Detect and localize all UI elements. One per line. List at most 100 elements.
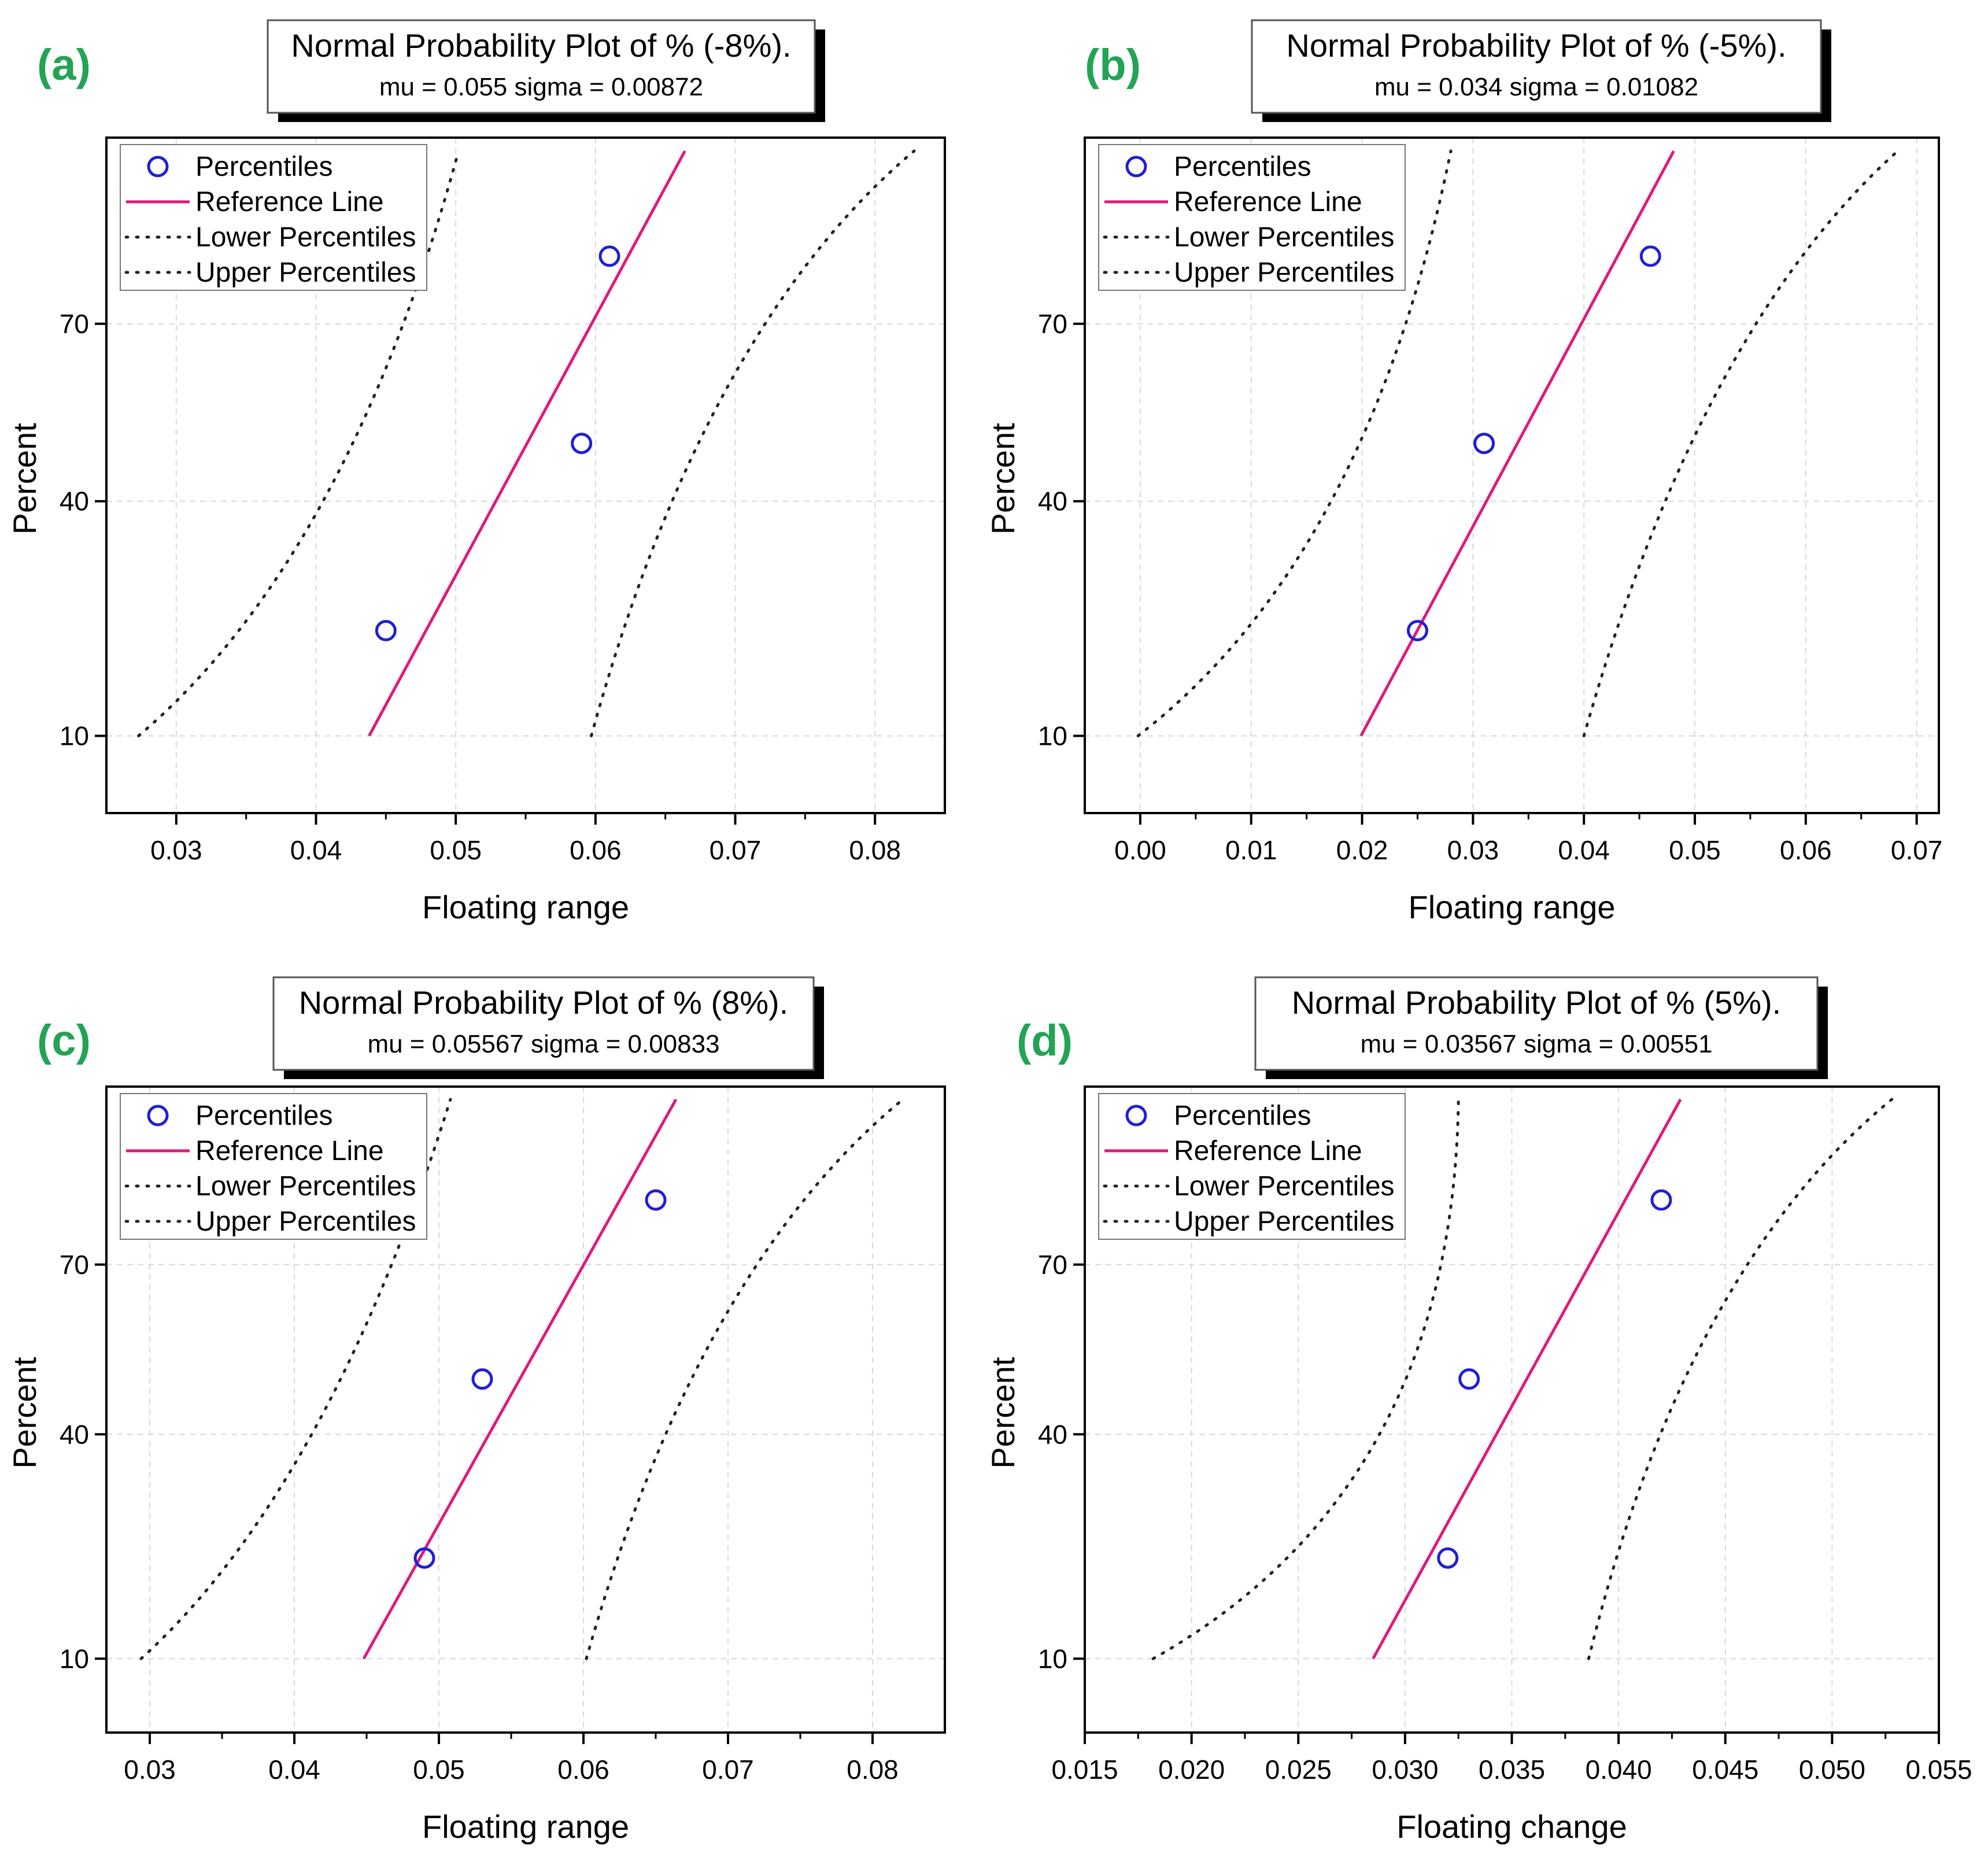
y-tick-label: 10 [1038, 1644, 1067, 1674]
legend-label: Lower Percentiles [1174, 1171, 1395, 1202]
x-tick-label: 0.050 [1799, 1755, 1865, 1785]
x-tick-label: 0.03 [150, 835, 202, 865]
x-tick-label: 0.015 [1051, 1755, 1118, 1785]
legend-marker-icon [147, 1105, 169, 1127]
percentile-point [1473, 433, 1495, 455]
lower-percentiles-line [1136, 149, 1453, 737]
chart-subtitle: mu = 0.05567 sigma = 0.00833 [367, 1030, 719, 1058]
x-axis-title: Floating range [422, 1808, 629, 1845]
legend-label: Upper Percentiles [1174, 257, 1395, 288]
y-axis-title: Percent [985, 1357, 1021, 1468]
legend-label: Reference Line [195, 187, 384, 217]
y-axis-title: Percent [985, 423, 1021, 534]
x-tick-label: 0.07 [1891, 835, 1943, 865]
lower-percentiles-line [137, 149, 460, 737]
x-tick-label: 0.05 [430, 835, 482, 865]
y-tick-label: 70 [60, 1250, 89, 1280]
legend-marker-icon [147, 156, 169, 178]
x-tick-label: 0.00 [1114, 835, 1166, 865]
percentile-point [471, 1368, 493, 1390]
x-tick-label: 0.025 [1265, 1755, 1332, 1785]
legend-label: Upper Percentiles [195, 1206, 416, 1237]
chart-panel: (a) Normal Probability Plot of % (-8%). mu… [6, 19, 946, 925]
panel-label: (a) [37, 40, 91, 90]
legend-box [1098, 144, 1406, 291]
x-tick-label: 0.02 [1336, 835, 1388, 865]
upper-percentiles-line [1587, 1098, 1894, 1660]
chart-subtitle: mu = 0.034 sigma = 0.01082 [1374, 73, 1698, 101]
legend-label: Reference Line [1174, 1136, 1362, 1166]
legend-label: Upper Percentiles [195, 257, 416, 288]
x-axis-title: Floating change [1396, 1808, 1627, 1845]
y-tick-label: 10 [1038, 721, 1067, 751]
x-tick-label: 0.01 [1225, 835, 1277, 865]
legend-marker-icon [1125, 1105, 1147, 1127]
legend-box [1098, 1093, 1406, 1240]
reference-line [1372, 1098, 1682, 1660]
percentile-point [1639, 245, 1661, 267]
x-tick-label: 0.020 [1158, 1755, 1225, 1785]
x-tick-label: 0.040 [1586, 1755, 1652, 1785]
x-tick-label: 0.06 [557, 1755, 609, 1785]
x-tick-label: 0.04 [268, 1755, 320, 1785]
x-tick-label: 0.030 [1372, 1755, 1438, 1785]
x-tick-label: 0.03 [1447, 835, 1499, 865]
reference-line [368, 150, 686, 737]
legend-label: Reference Line [1174, 187, 1362, 217]
lower-percentiles-line [1151, 1098, 1460, 1660]
y-axis-title: Percent [6, 1357, 43, 1468]
y-tick-label: 10 [60, 1644, 89, 1674]
legend-label: Upper Percentiles [1174, 1206, 1395, 1237]
legend-label: Lower Percentiles [195, 1171, 416, 1202]
legend-marker-icon [1125, 156, 1147, 178]
y-tick-label: 40 [1038, 486, 1067, 516]
chart-title: Normal Probability Plot of % (-5%). [1286, 27, 1786, 64]
x-tick-label: 0.07 [702, 1755, 754, 1785]
panel-label: (c) [37, 1016, 91, 1065]
chart-title: Normal Probability Plot of % (8%). [299, 984, 789, 1021]
plot-frame [105, 1085, 946, 1734]
x-axis-title: Floating range [1408, 889, 1615, 925]
x-tick-label: 0.03 [124, 1755, 176, 1785]
percentile-point [571, 433, 593, 455]
legend-label: Percentiles [195, 1100, 332, 1131]
upper-percentiles-line [590, 149, 916, 737]
chart-title: Normal Probability Plot of % (-8%). [291, 27, 791, 64]
x-tick-label: 0.06 [570, 835, 622, 865]
y-tick-label: 70 [60, 309, 89, 339]
x-tick-label: 0.035 [1479, 1755, 1545, 1785]
upper-percentiles-line [585, 1098, 904, 1660]
plot-frame [1084, 136, 1940, 814]
x-tick-label: 0.05 [413, 1755, 465, 1785]
percentile-point [413, 1547, 435, 1569]
title-box [1254, 976, 1819, 1071]
title-box [267, 19, 816, 114]
legend-box [120, 1093, 427, 1240]
y-tick-label: 40 [60, 1419, 89, 1449]
chart-subtitle: mu = 0.055 sigma = 0.00872 [379, 73, 703, 101]
legend-label: Lower Percentiles [1174, 222, 1395, 253]
y-axis-title: Percent [6, 423, 43, 534]
title-box [1251, 19, 1822, 114]
chart-panel: (c) Normal Probability Plot of % (8%). mu … [6, 976, 946, 1845]
chart-panel: (d) Normal Probability Plot of % (5%). mu … [985, 976, 1972, 1845]
legend-label: Reference Line [195, 1136, 384, 1166]
title-box [272, 976, 815, 1071]
x-tick-label: 0.04 [1558, 835, 1610, 865]
percentile-point [1437, 1547, 1459, 1569]
legend-label: Percentiles [1174, 152, 1311, 182]
percentile-point [1458, 1368, 1480, 1390]
percentile-point [375, 619, 397, 641]
y-tick-label: 40 [1038, 1419, 1067, 1449]
panel-label: (d) [1017, 1016, 1073, 1065]
x-tick-label: 0.08 [849, 835, 901, 865]
y-tick-label: 40 [60, 486, 89, 516]
y-tick-label: 10 [60, 721, 89, 751]
x-tick-label: 0.06 [1780, 835, 1832, 865]
chart-title: Normal Probability Plot of % (5%). [1292, 984, 1782, 1021]
upper-percentiles-line [1582, 149, 1900, 737]
x-tick-label: 0.05 [1669, 835, 1721, 865]
percentile-point [1650, 1189, 1672, 1211]
percentile-point [645, 1189, 667, 1211]
